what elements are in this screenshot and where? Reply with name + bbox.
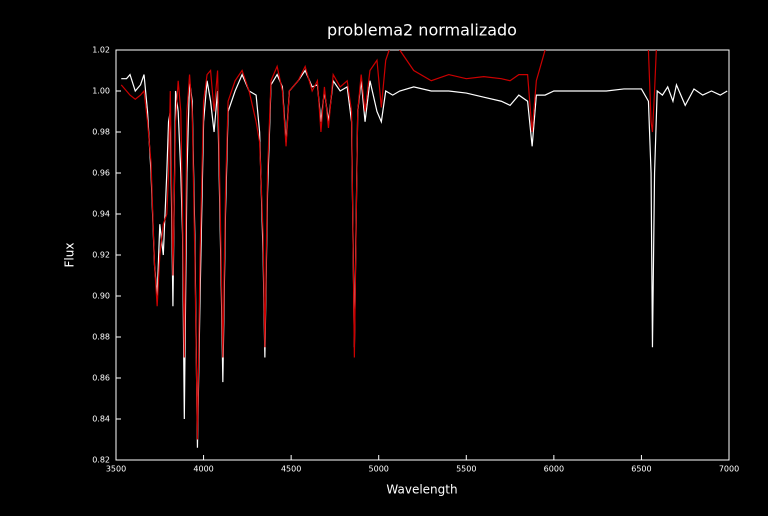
x-tick-label: 6500 xyxy=(631,465,651,474)
y-tick-label: 1.00 xyxy=(92,87,110,96)
series-line xyxy=(121,69,728,448)
x-tick-label: 5000 xyxy=(369,465,389,474)
y-tick-label: 0.82 xyxy=(92,456,110,465)
series-line xyxy=(120,50,657,440)
y-tick-label: 0.96 xyxy=(92,169,110,178)
y-tick-label: 0.92 xyxy=(92,251,110,260)
y-tick-label: 0.98 xyxy=(92,128,110,137)
y-tick-label: 0.94 xyxy=(92,210,110,219)
x-tick-label: 7000 xyxy=(719,465,739,474)
chart-title: problema2 normalizado xyxy=(327,21,517,40)
x-tick-label: 6000 xyxy=(544,465,564,474)
x-tick-label: 4500 xyxy=(281,465,301,474)
y-tick-label: 0.90 xyxy=(92,292,110,301)
y-tick-label: 0.84 xyxy=(92,415,110,424)
x-tick-label: 3500 xyxy=(106,465,126,474)
x-tick-label: 4000 xyxy=(193,465,213,474)
y-tick-label: 1.02 xyxy=(92,46,110,55)
y-tick-label: 0.86 xyxy=(92,374,110,383)
y-axis-label: Flux xyxy=(63,243,77,268)
x-tick-label: 5500 xyxy=(456,465,476,474)
y-tick-label: 0.88 xyxy=(92,333,110,342)
plot-lines xyxy=(120,50,728,448)
x-axis-label: Wavelength xyxy=(386,483,457,497)
